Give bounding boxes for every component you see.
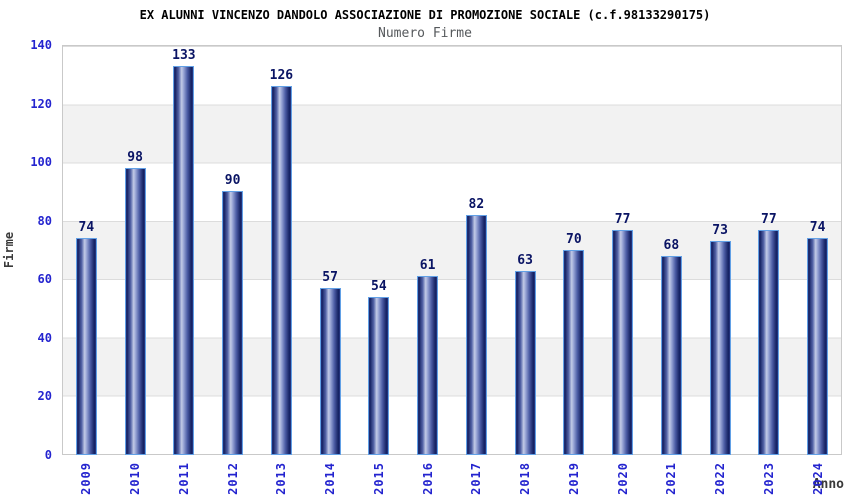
bar bbox=[612, 229, 634, 455]
x-tick-label: 2011 bbox=[176, 462, 191, 495]
bar bbox=[709, 241, 731, 455]
x-tick-label: 2010 bbox=[128, 462, 143, 495]
bar-value-label: 82 bbox=[468, 196, 485, 212]
x-tick-label: 2012 bbox=[225, 462, 240, 495]
bar bbox=[319, 288, 341, 455]
y-tick-label: 80 bbox=[37, 213, 52, 228]
x-tick-label: 2021 bbox=[664, 462, 679, 495]
x-tick-label: 2015 bbox=[371, 462, 386, 495]
x-tick-label: 2020 bbox=[615, 462, 630, 495]
bar-value-label: 90 bbox=[224, 173, 241, 189]
bar-value-label: 133 bbox=[172, 47, 196, 63]
x-tick-label: 2019 bbox=[566, 462, 581, 495]
x-tick-label: 2013 bbox=[274, 462, 289, 495]
bar bbox=[465, 214, 487, 455]
x-tick-label: 2017 bbox=[469, 462, 484, 495]
bar-value-label: 126 bbox=[269, 68, 294, 83]
y-tick-label: 0 bbox=[44, 448, 52, 462]
bar-value-label: 77 bbox=[614, 211, 631, 227]
x-tick-label: 2014 bbox=[323, 462, 338, 495]
y-tick-label: 60 bbox=[37, 272, 52, 287]
chart-subtitle: Numero Firme bbox=[378, 26, 472, 41]
bar-value-label: 77 bbox=[761, 211, 777, 227]
bar bbox=[270, 86, 292, 455]
bar bbox=[124, 168, 146, 455]
bar bbox=[758, 229, 780, 455]
chart-title: EX ALUNNI VINCENZO DANDOLO ASSOCIAZIONE … bbox=[139, 8, 711, 22]
bar bbox=[417, 276, 439, 455]
bar-value-label: 54 bbox=[371, 278, 387, 294]
bar-value-label: 73 bbox=[712, 223, 728, 239]
y-tick-label: 100 bbox=[30, 155, 52, 170]
bar-value-label: 74 bbox=[809, 220, 826, 236]
bar bbox=[563, 250, 585, 455]
bar bbox=[514, 270, 536, 455]
x-tick-label: 2023 bbox=[761, 462, 776, 495]
x-tick-label: 2016 bbox=[420, 462, 435, 495]
y-tick-label: 20 bbox=[37, 389, 52, 404]
bar-value-label: 68 bbox=[663, 237, 680, 253]
bar-value-label: 63 bbox=[517, 252, 533, 268]
x-tick-label: 2018 bbox=[518, 462, 533, 495]
bar bbox=[222, 191, 244, 455]
x-tick-label: 2009 bbox=[79, 462, 94, 495]
bar-value-label: 74 bbox=[78, 220, 95, 236]
x-axis-title: Anno bbox=[812, 477, 844, 492]
x-tick-label: 2022 bbox=[713, 462, 728, 495]
bar bbox=[368, 296, 390, 455]
bar bbox=[807, 238, 829, 455]
bar-value-label: 61 bbox=[419, 258, 436, 274]
bar-value-label: 57 bbox=[322, 270, 338, 286]
y-tick-label: 120 bbox=[30, 96, 52, 111]
bar-value-label: 98 bbox=[127, 150, 143, 165]
bar bbox=[173, 65, 195, 455]
y-tick-label: 140 bbox=[30, 38, 52, 52]
bar-value-label: 70 bbox=[566, 232, 582, 247]
y-tick-label: 40 bbox=[37, 330, 52, 345]
bar bbox=[660, 255, 682, 455]
x-tick-label: 2024 bbox=[810, 462, 825, 495]
bar bbox=[75, 238, 97, 455]
